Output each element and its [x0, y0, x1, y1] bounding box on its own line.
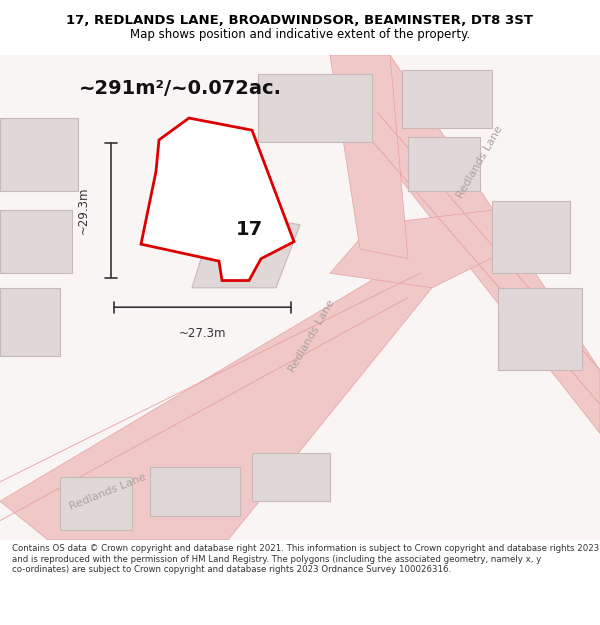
Text: ~29.3m: ~29.3m: [77, 186, 90, 234]
Polygon shape: [0, 210, 72, 273]
Polygon shape: [141, 118, 294, 281]
Text: ~27.3m: ~27.3m: [179, 327, 226, 339]
Text: Redlands Lane: Redlands Lane: [455, 124, 505, 199]
Text: Contains OS data © Crown copyright and database right 2021. This information is : Contains OS data © Crown copyright and d…: [12, 544, 599, 574]
Text: Redlands Lane: Redlands Lane: [68, 471, 148, 511]
Polygon shape: [408, 138, 480, 191]
Polygon shape: [0, 118, 78, 191]
Polygon shape: [330, 210, 510, 288]
Polygon shape: [330, 55, 600, 433]
Polygon shape: [402, 69, 492, 128]
Text: Map shows position and indicative extent of the property.: Map shows position and indicative extent…: [130, 28, 470, 41]
Polygon shape: [330, 55, 408, 259]
Text: 17: 17: [235, 220, 263, 239]
Polygon shape: [0, 259, 432, 540]
Polygon shape: [498, 288, 582, 370]
Polygon shape: [252, 452, 330, 501]
Polygon shape: [60, 477, 132, 530]
Polygon shape: [192, 210, 300, 288]
Text: Redlands Lane: Redlands Lane: [287, 298, 337, 374]
Polygon shape: [258, 74, 372, 142]
Text: 17, REDLANDS LANE, BROADWINDSOR, BEAMINSTER, DT8 3ST: 17, REDLANDS LANE, BROADWINDSOR, BEAMINS…: [67, 14, 533, 27]
Polygon shape: [0, 288, 60, 356]
Polygon shape: [492, 201, 570, 273]
Polygon shape: [150, 468, 240, 516]
Text: ~291m²/~0.072ac.: ~291m²/~0.072ac.: [79, 79, 281, 98]
